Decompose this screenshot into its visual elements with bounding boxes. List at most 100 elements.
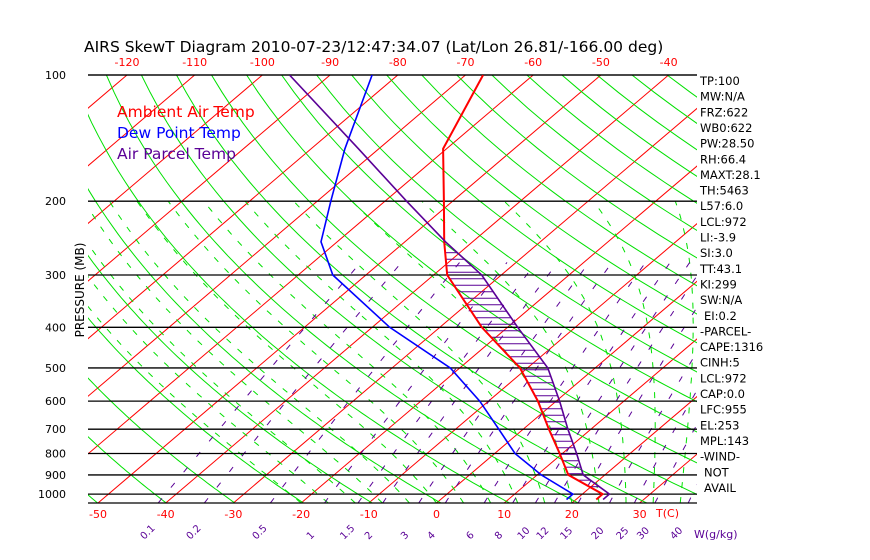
info-panel-item: RH:66.4 — [700, 152, 746, 166]
bottom-temp-tick-label: -40 — [157, 508, 175, 521]
isotherm-line — [165, 75, 669, 503]
info-panel-item: KI:299 — [700, 277, 737, 291]
dry-adiabat-line — [88, 188, 442, 503]
moist-adiabat-line — [167, 200, 465, 503]
legend-item: Ambient Air Temp — [117, 103, 255, 121]
pressure-tick-label: 300 — [45, 269, 66, 282]
isotherm-line — [503, 338, 697, 503]
info-panel-item: MAXT:28.1 — [700, 168, 761, 182]
mixing-ratio-tick-label: 0.1 — [139, 523, 158, 542]
pressure-tick-label: 400 — [45, 321, 66, 334]
isotherm-line — [88, 75, 399, 340]
dry-adiabat-line — [737, 75, 870, 503]
mixing-ratio-tick-label: 20 — [590, 525, 607, 542]
dry-adiabat-line — [140, 75, 648, 503]
mixing-ratio-tick-label: 1 — [305, 530, 317, 542]
moist-adiabat-line — [351, 200, 573, 503]
dry-adiabat-line — [176, 75, 697, 495]
info-panel-item: TH:5463 — [699, 184, 749, 198]
top-temp-tick-label: -100 — [250, 56, 275, 69]
dry-adiabat-line — [88, 317, 304, 503]
pressure-tick-label: 600 — [45, 395, 66, 408]
mixing-ratio-line — [324, 262, 508, 503]
dry-adiabat-line — [456, 75, 697, 259]
top-temp-tick-label: -90 — [321, 56, 339, 69]
info-panel-item: EI:0.2 — [704, 309, 737, 323]
info-panel-item: WB0:622 — [700, 121, 752, 135]
info-panel-item: CAPE:1316 — [700, 340, 763, 354]
isotherm-line — [88, 75, 466, 397]
mixing-ratio-line — [203, 262, 402, 503]
mixing-ratio-tick-label: 6 — [464, 530, 476, 542]
info-panel-item: CAP:0.0 — [700, 387, 745, 401]
mixing-ratio-tick-label: 10 — [516, 525, 533, 542]
dry-adiabat-line — [526, 75, 697, 204]
mixing-ratio-tick-label: 8 — [493, 530, 505, 542]
mixing-ratio-line — [357, 262, 537, 503]
top-temp-tick-label: -50 — [592, 56, 610, 69]
mixing-ratio-unit-label: W(g/kg) — [694, 528, 738, 541]
top-temp-tick-label: -70 — [457, 56, 475, 69]
dry-adiabat-line — [666, 75, 697, 98]
dry-adiabat-line — [88, 113, 510, 503]
top-temp-tick-label: -60 — [524, 56, 542, 69]
isotherm-line — [775, 75, 870, 503]
dry-adiabat-line — [105, 75, 579, 503]
info-panel-item: CINH:5 — [700, 356, 740, 370]
mixing-ratio-line — [577, 306, 697, 503]
isotherm-line — [88, 75, 263, 225]
info-panel-item: MPL:143 — [700, 434, 749, 448]
bottom-temp-tick-label: -20 — [292, 508, 310, 521]
mixing-ratio-line — [157, 262, 362, 503]
dry-adiabat-line — [246, 75, 697, 433]
dry-adiabat-line — [211, 75, 697, 464]
mixing-ratio-tick-label: 4 — [426, 530, 438, 542]
isotherm-line — [88, 75, 534, 455]
info-panel-item: TT:43.1 — [699, 262, 742, 276]
info-panel-item: TP:100 — [699, 74, 740, 88]
isotherm-line — [88, 75, 196, 167]
info-panel-item: SW:N/A — [700, 293, 742, 307]
bottom-temp-tick-label: -30 — [224, 508, 242, 521]
isotherm-line — [843, 75, 870, 503]
pressure-tick-label: 100 — [45, 69, 66, 82]
mixing-ratio-line — [553, 274, 697, 503]
top-temp-tick-label: -110 — [182, 56, 207, 69]
pressure-tick-label: 1000 — [38, 488, 66, 501]
mixing-ratio-tick-label: 2 — [363, 530, 375, 542]
isobars — [88, 74, 697, 504]
dry-adiabat-line — [386, 75, 697, 315]
info-panel-item: AVAIL — [704, 481, 737, 495]
info-panel-item: MW:N/A — [700, 90, 745, 104]
moist-adiabat-line — [88, 206, 383, 503]
mixing-ratio-tick-label: 40 — [668, 525, 685, 542]
profiles — [288, 75, 611, 501]
pressure-tick-label: 800 — [45, 448, 66, 461]
moist-adiabat-line — [88, 242, 356, 503]
legend-item: Air Parcel Temp — [117, 145, 236, 163]
dry-adiabat-line — [316, 75, 697, 373]
isotherm-line — [88, 75, 331, 282]
info-panel-item: PW:28.50 — [700, 137, 754, 151]
mixing-ratio-tick-label: 1.5 — [338, 523, 357, 542]
bottom-temp-tick-label: 0 — [433, 508, 440, 521]
mixing-ratio-line — [418, 262, 590, 503]
mixing-ratio-line — [269, 262, 460, 503]
isotherm-line — [300, 165, 697, 503]
isotherm-line — [436, 280, 697, 503]
info-panel-item: L57:6.0 — [700, 199, 743, 213]
mixing-ratio-line — [512, 262, 671, 503]
isotherm-line — [88, 75, 128, 109]
mixing-ratio-line — [444, 262, 613, 503]
dry-adiabat-line — [421, 75, 697, 287]
bottom-temp-tick-label: 10 — [497, 508, 511, 521]
bottom-temp-tick-label: -10 — [360, 508, 378, 521]
mixing-ratio-tick-label: 15 — [558, 525, 575, 542]
mixing-ratio-line — [534, 262, 691, 503]
isotherm-line — [233, 107, 697, 503]
mixing-ratio-tick-label: 3 — [399, 530, 411, 542]
moist-adiabat-line — [88, 275, 329, 503]
